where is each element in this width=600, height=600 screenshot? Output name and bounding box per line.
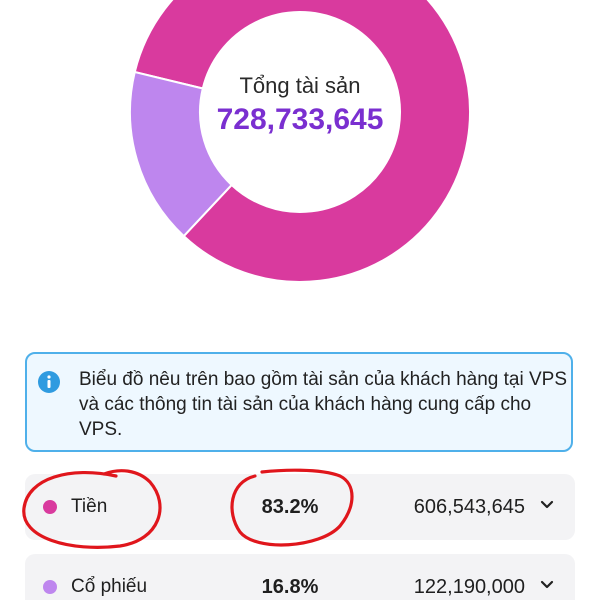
donut-center: Tổng tài sản 728,733,645 — [150, 72, 450, 138]
donut-slice-stocks[interactable] — [129, 70, 234, 238]
chevron-down-icon[interactable] — [539, 499, 555, 511]
asset-percent: 16.8% — [261, 576, 319, 598]
asset-amount: 606,543,645 — [413, 496, 525, 518]
asset-donut-chart — [129, 0, 471, 283]
asset-percent: 83.2% — [261, 496, 319, 518]
chevron-down-icon[interactable] — [539, 579, 555, 591]
legend-dot-stocks — [43, 580, 57, 594]
donut-slice-cash[interactable] — [133, 0, 471, 283]
info-icon — [38, 371, 60, 393]
total-assets-value: 728,733,645 — [216, 103, 384, 136]
asset-row-stocks[interactable]: Cổ phiếu 16.8% 122,190,000 — [25, 554, 575, 600]
info-note: Biểu đồ nêu trên bao gồm tài sản của khá… — [25, 352, 573, 452]
legend-dot-cash — [43, 500, 57, 514]
asset-name: Tiền — [71, 496, 108, 517]
asset-name: Cổ phiếu — [71, 576, 148, 597]
asset-row-cash[interactable]: Tiền 83.2% 606,543,645 — [25, 474, 575, 540]
info-note-text: Biểu đồ nêu trên bao gồm tài sản của khá… — [79, 369, 567, 440]
total-assets-label: Tổng tài sản — [239, 73, 361, 98]
asset-amount: 122,190,000 — [413, 576, 525, 598]
